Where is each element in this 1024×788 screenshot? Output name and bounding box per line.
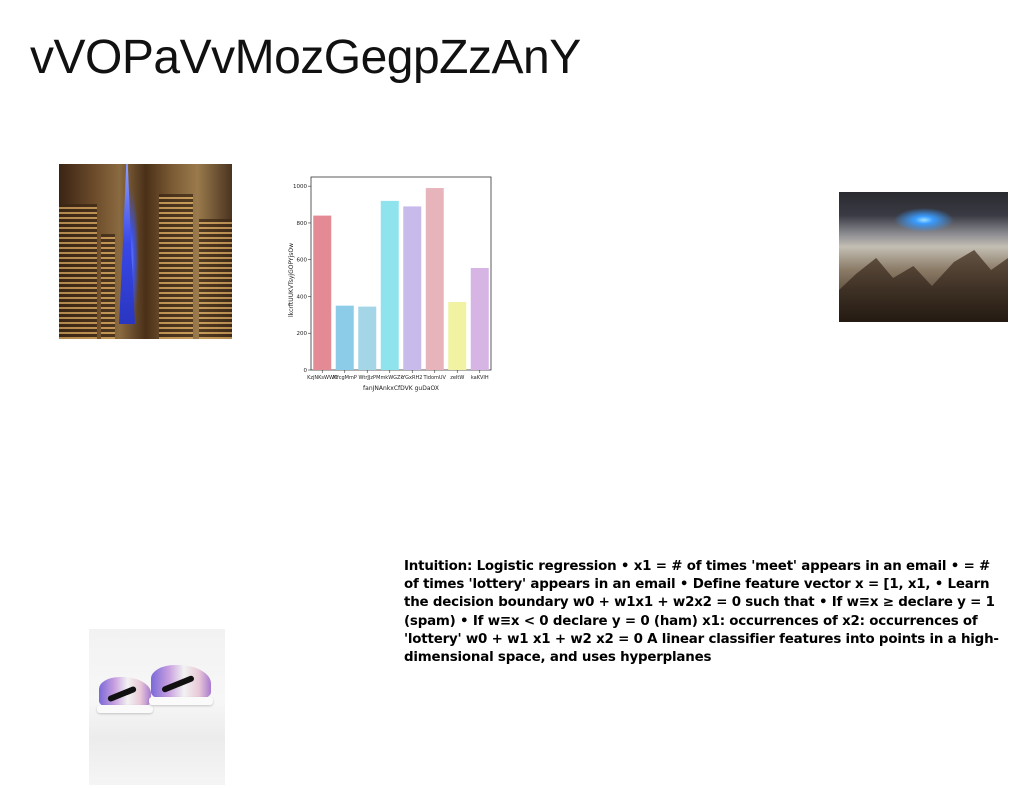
bar-series (313, 188, 489, 370)
sneakers-photo (89, 629, 225, 785)
y-tick-label: 400 (297, 294, 308, 300)
x-tick-label: TidomUV (423, 375, 447, 381)
x-tick-label: kaKVIH (471, 375, 489, 381)
tower-shape (119, 164, 135, 324)
bar-zeItW (448, 301, 467, 370)
y-tick-label: 600 (297, 258, 308, 264)
x-tick-label: zeItW (450, 375, 464, 381)
bar-WtrJJzP (358, 306, 377, 370)
bar-YGxRH2 (403, 206, 422, 370)
x-tick-label: MmkWGZk (376, 375, 403, 381)
slide-body-text: Intuition: Logistic regression • x1 = # … (404, 559, 999, 666)
y-tick-label: 800 (297, 221, 308, 227)
plot-frame (310, 176, 492, 371)
mountain-clouds-photo (839, 192, 1008, 322)
bar-kaKVIH (470, 267, 489, 370)
x-tick-label: WtrJJzP (358, 375, 376, 381)
y-tick-label: 0 (304, 368, 308, 374)
y-tick-label: 200 (297, 331, 308, 337)
y-tick-label: 1000 (293, 184, 307, 190)
page-title: vVOPaVvMozGegpZzAnY (30, 31, 581, 84)
bar-MfcgMmP (335, 305, 354, 370)
city-tower-photo (59, 164, 232, 339)
bar-TidomUV (425, 188, 444, 370)
rock-peaks (839, 250, 1008, 322)
bar-chart: 0 200 400 600 800 1000 KzjNKsWWC MfcgMmP WtrJJz… (284, 170, 496, 395)
bar-MmkWGZk (380, 200, 399, 370)
y-axis-label: lkcrftUUKVTsyjGOPYjsOw (288, 243, 295, 317)
x-tick-label: KzjNKsWWC (307, 375, 338, 381)
x-tick-label: MfcgMmP (333, 375, 357, 381)
x-axis-label: fanJNAnkxCfDVK guDaOX (363, 385, 439, 392)
bar-KzjNKsWWC (313, 215, 332, 370)
x-tick-label: YGxRH2 (401, 375, 422, 381)
y-axis: 0 200 400 600 800 1000 (293, 184, 311, 374)
